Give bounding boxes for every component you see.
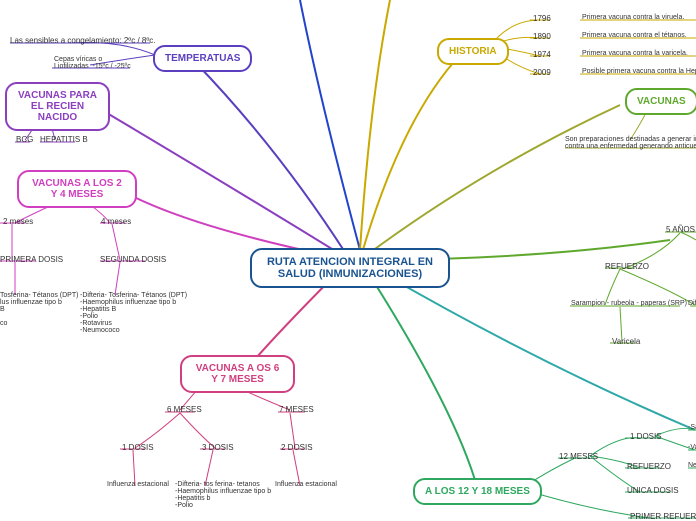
label-1dosis: 1 DOSIS xyxy=(122,443,154,452)
node-12-18-meses: A LOS 12 Y 18 MESES xyxy=(413,478,542,505)
label-vacunas-desc: Son preparaciones destinadas a generar i… xyxy=(565,136,696,150)
label-neu: Neu xyxy=(688,462,696,469)
label-sara: -Sara xyxy=(688,424,696,431)
label-detail1: Tosferina- Tétanos (DPT) lus influenzae … xyxy=(0,292,78,327)
node-recien-nacido: VACUNAS PARA EL RECIEN NACIDO xyxy=(5,82,110,131)
label-1974t: Primera vacuna contra la varicela. xyxy=(582,50,688,57)
node-historia: HISTORIA xyxy=(437,38,509,65)
label-segunda-dosis: SEGUNDA DOSIS xyxy=(100,255,166,264)
label-4meses: 4 meses xyxy=(101,217,131,226)
label-12meses: 12 MESES xyxy=(559,452,598,461)
label-influenza2: Influenza estacional xyxy=(275,481,337,488)
label-5anos: 5 AÑOS xyxy=(666,225,695,234)
label-1796: 1796 xyxy=(533,14,551,23)
label-2009t: Posible primera vacuna contra la Hepatit… xyxy=(582,68,696,75)
label-6meses: 6 MESES xyxy=(167,405,202,414)
label-influenza1: Influenza estacional xyxy=(107,481,169,488)
label-cepas: Cepas víricas o Liofilizadas -15ºc / -25… xyxy=(54,56,131,70)
label-varicela: Varicela xyxy=(612,337,640,346)
label-1890: 1890 xyxy=(533,32,551,41)
label-2dosis: 2 DOSIS xyxy=(281,443,313,452)
label-1796t: Primera vacuna contra la viruela. xyxy=(582,14,684,21)
label-3dosis: 3 DOSIS xyxy=(202,443,234,452)
label-dif: Dif xyxy=(688,300,696,307)
label-unica: UNICA DOSIS xyxy=(627,486,679,495)
node-2-4-meses: VACUNAS A LOS 2 Y 4 MESES xyxy=(17,170,137,208)
label-1974: 1974 xyxy=(533,50,551,59)
center-node: RUTA ATENCION INTEGRAL EN SALUD (INMUNIZ… xyxy=(250,248,450,288)
node-6-7-meses: VACUNAS A OS 6 Y 7 MESES xyxy=(180,355,295,393)
label-1dosis-b: 1 DOSIS xyxy=(630,432,662,441)
label-vari: -Vari xyxy=(688,444,696,451)
label-detail2: -Difteria- Tosferina- Tétanos (DPT) -Hae… xyxy=(80,292,187,334)
label-7meses: 7 MESES xyxy=(279,405,314,414)
label-2009: 2009 xyxy=(533,68,551,77)
label-2meses: 2 meses xyxy=(3,217,33,226)
node-vacunas: VACUNAS xyxy=(625,88,696,115)
label-refuerzo: REFUERZO xyxy=(605,262,649,271)
label-bcg: BCG xyxy=(16,135,33,144)
label-1890t: Primera vacuna contra el tétanos. xyxy=(582,32,687,39)
label-dosis6m: -Difteria- tos ferina- tetanos -Haemophi… xyxy=(175,481,271,509)
label-refuerzo2: REFUERZO xyxy=(627,462,671,471)
label-sensibles: Las sensibles a congelamiento: 2ºc / 8ºc… xyxy=(10,36,155,45)
label-hepb: HEPATITIS B xyxy=(40,135,88,144)
node-temperaturas: TEMPERATUAS xyxy=(153,45,252,72)
label-srp: Sarampion - rubeola - paperas (SRP) xyxy=(571,300,687,307)
label-primera-dosis: PRIMERA DOSIS xyxy=(0,255,63,264)
